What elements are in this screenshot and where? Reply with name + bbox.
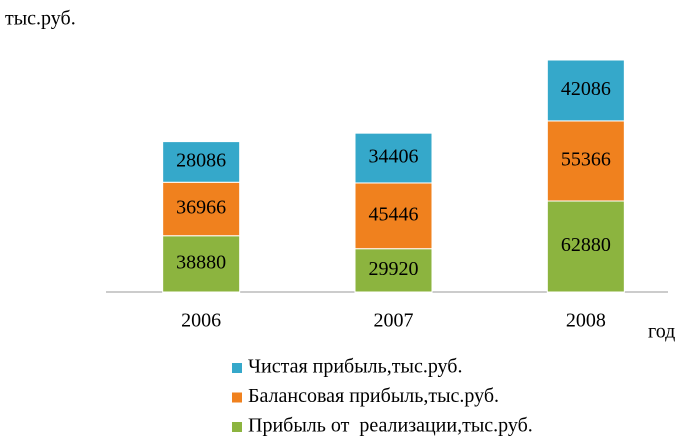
bar-segment	[546, 59, 625, 122]
bar-segment	[546, 200, 625, 293]
bar-segment	[354, 182, 433, 250]
x-tick-label: 2007	[374, 310, 414, 332]
bar-segment	[354, 248, 433, 293]
bar-segment	[162, 235, 241, 293]
value-label: 29920	[369, 258, 419, 280]
legend-swatch	[232, 422, 242, 432]
value-label: 55366	[561, 149, 611, 171]
y-axis-label: тыс.руб.	[5, 8, 76, 30]
value-label: 38880	[176, 251, 226, 273]
x-tick-label: 2006	[181, 310, 221, 332]
value-label: 45446	[369, 203, 419, 225]
value-label: 62880	[561, 234, 611, 256]
legend-swatch	[232, 392, 242, 403]
legend-label: Чистая прибыль,тыс.руб.	[248, 356, 462, 378]
value-label: 36966	[176, 197, 226, 219]
legend-label: Балансовая прибыль,тыс.руб.	[248, 385, 499, 407]
bar-segment	[162, 181, 241, 237]
bar-segment	[354, 132, 433, 184]
bar-segment	[546, 120, 625, 202]
legend-label: Прибыль от реализации,тыс.руб.	[248, 415, 533, 437]
x-axis-label: год	[648, 321, 675, 343]
x-tick-label: 2008	[566, 310, 606, 332]
value-label: 28086	[176, 150, 226, 172]
legend-swatch	[232, 363, 242, 373]
value-label: 34406	[369, 146, 419, 168]
bar-segment	[162, 141, 241, 183]
value-label: 42086	[561, 78, 611, 100]
